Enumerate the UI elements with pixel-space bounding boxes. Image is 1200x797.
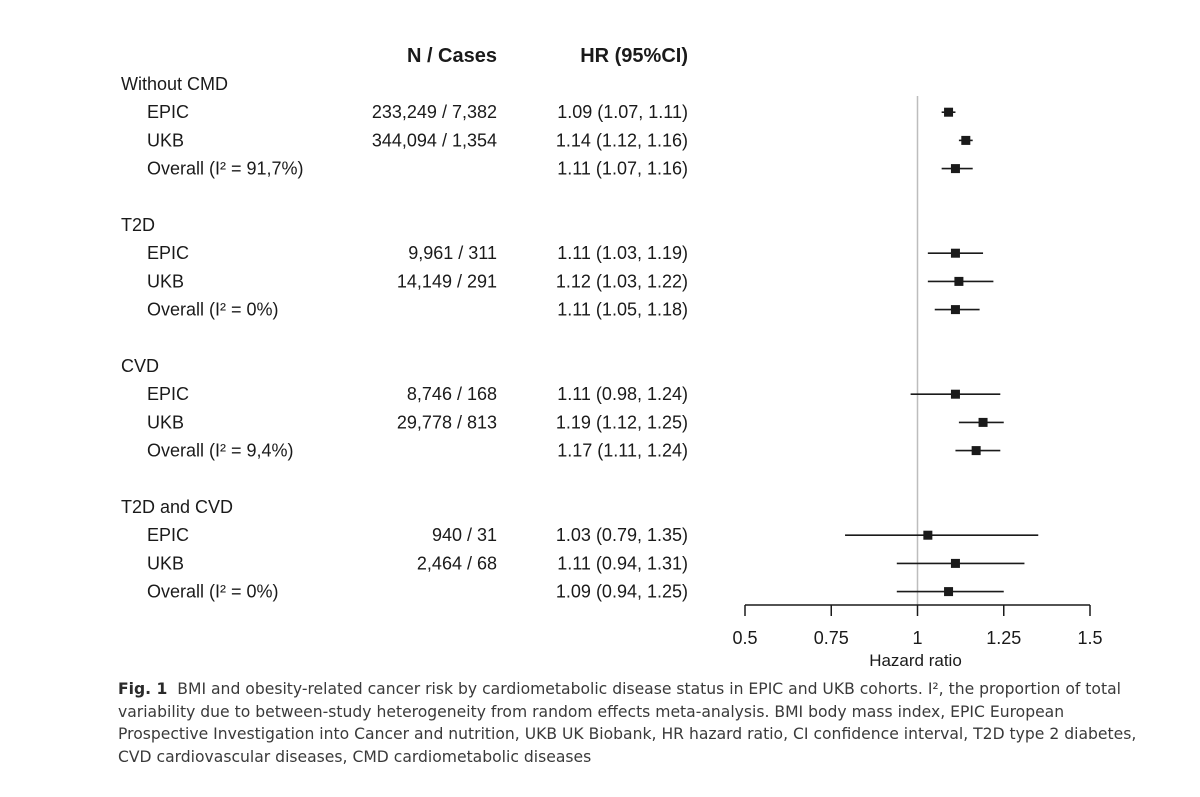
x-tick-label: 1 xyxy=(912,628,922,648)
row-label: EPIC xyxy=(147,102,189,122)
hr-point xyxy=(961,135,971,145)
row-label: UKB xyxy=(147,271,184,291)
row-n-cases: 14,149 / 291 xyxy=(397,271,497,291)
row-n-cases: 2,464 / 68 xyxy=(417,553,497,573)
row-label: Overall (I² = 0%) xyxy=(147,300,279,320)
row-n-cases: 8,746 / 168 xyxy=(407,384,497,404)
caption-label: Fig. 1 xyxy=(118,680,168,698)
hr-point xyxy=(978,417,988,427)
hr-point xyxy=(950,389,960,399)
group-title: T2D xyxy=(121,215,155,235)
row-label: UKB xyxy=(147,412,184,432)
hr-point xyxy=(950,305,960,315)
row-n-cases: 233,249 / 7,382 xyxy=(372,102,497,122)
row-hr-text: 1.19 (1.12, 1.25) xyxy=(556,412,688,432)
row-hr-text: 1.12 (1.03, 1.22) xyxy=(556,271,688,291)
hr-point xyxy=(950,558,960,568)
row-n-cases: 344,094 / 1,354 xyxy=(372,130,497,150)
hr-point xyxy=(954,276,964,286)
row-hr-text: 1.11 (0.98, 1.24) xyxy=(557,384,688,404)
header-n-cases: N / Cases xyxy=(407,45,497,67)
caption-text: BMI and obesity-related cancer risk by c… xyxy=(118,680,1137,766)
row-n-cases: 29,778 / 813 xyxy=(397,412,497,432)
group-title: T2D and CVD xyxy=(121,497,233,517)
hr-point xyxy=(923,530,933,540)
hr-point xyxy=(944,107,954,117)
row-label: Overall (I² = 9,4%) xyxy=(147,441,294,461)
hr-point xyxy=(971,446,981,456)
row-hr-text: 1.09 (0.94, 1.25) xyxy=(556,582,688,602)
row-label: EPIC xyxy=(147,384,189,404)
row-hr-text: 1.11 (1.03, 1.19) xyxy=(557,243,688,263)
row-label: EPIC xyxy=(147,525,189,545)
row-label: UKB xyxy=(147,130,184,150)
row-label: EPIC xyxy=(147,243,189,263)
row-label: UKB xyxy=(147,553,184,573)
group-title: Without CMD xyxy=(121,74,228,94)
hr-point xyxy=(950,248,960,258)
x-tick-label: 0.5 xyxy=(732,628,757,648)
x-tick-label: 1.25 xyxy=(986,628,1021,648)
hr-point xyxy=(950,164,960,174)
hr-point xyxy=(944,587,954,597)
row-n-cases: 9,961 / 311 xyxy=(408,243,497,263)
row-hr-text: 1.09 (1.07, 1.11) xyxy=(557,102,688,122)
figure-caption: Fig. 1 BMI and obesity-related cancer ri… xyxy=(118,678,1158,768)
x-axis-label: Hazard ratio xyxy=(869,651,962,670)
row-n-cases: 940 / 31 xyxy=(432,525,497,545)
x-tick-label: 1.5 xyxy=(1077,628,1102,648)
table-text: N / Cases HR (95%CI) Without CMD EPIC 233,… xyxy=(121,45,688,602)
row-hr-text: 1.11 (1.05, 1.18) xyxy=(557,300,688,320)
row-hr-text: 1.17 (1.11, 1.24) xyxy=(557,441,688,461)
row-label: Overall (I² = 91,7%) xyxy=(147,159,304,179)
x-tick-label: 0.75 xyxy=(814,628,849,648)
plot-area: 0.5 0.75 1 1.25 1.5 Hazard ratio xyxy=(732,96,1103,670)
group-title: CVD xyxy=(121,356,159,376)
row-hr-text: 1.11 (0.94, 1.31) xyxy=(557,553,688,573)
row-hr-text: 1.14 (1.12, 1.16) xyxy=(556,130,688,150)
row-hr-text: 1.11 (1.07, 1.16) xyxy=(557,159,688,179)
row-label: Overall (I² = 0%) xyxy=(147,582,279,602)
header-hr: HR (95%CI) xyxy=(580,45,688,67)
row-hr-text: 1.03 (0.79, 1.35) xyxy=(556,525,688,545)
